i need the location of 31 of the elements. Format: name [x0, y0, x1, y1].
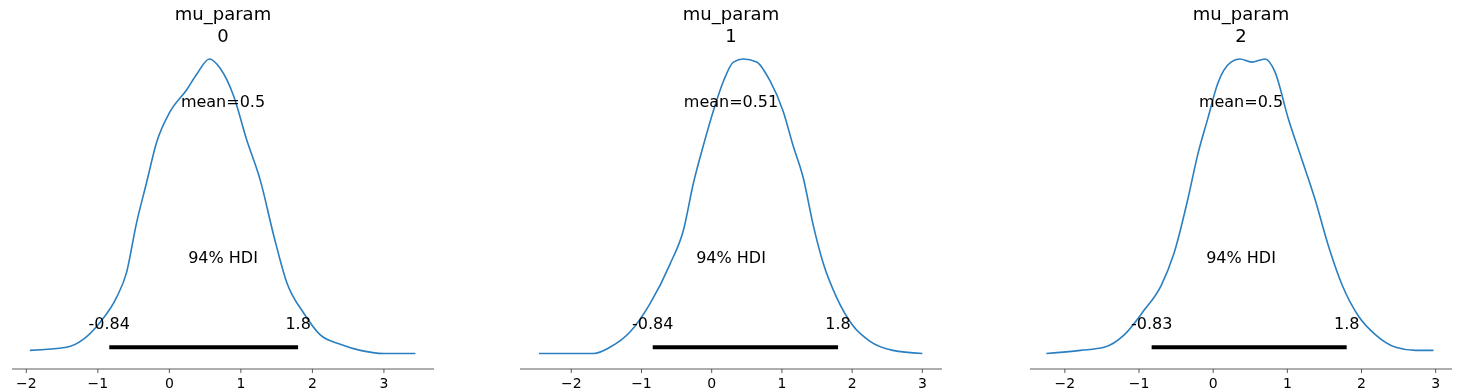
chart-subtitle: 1 — [725, 25, 737, 46]
x-tick-label: 2 — [1357, 375, 1366, 391]
chart-title: mu_param — [682, 3, 780, 25]
annotation: 1.8 — [825, 314, 851, 334]
x-tick-label: 0 — [164, 375, 174, 391]
annotation: 1.8 — [285, 314, 311, 334]
x-tick-label: −1 — [631, 375, 652, 391]
x-tick-label: 1 — [777, 375, 787, 391]
x-tick-label: −2 — [1054, 375, 1076, 391]
annotation: -0.83 — [1130, 314, 1173, 334]
x-tick-label: 3 — [917, 375, 927, 391]
x-tick-label: −1 — [1128, 375, 1150, 391]
x-tick-label: 2 — [847, 375, 857, 391]
x-tick-label: 3 — [379, 375, 389, 391]
x-tick-label: −2 — [560, 375, 582, 391]
x-tick-label: 0 — [707, 375, 717, 391]
annotation: 94% HDI — [188, 248, 258, 267]
chart-title: mu_param — [174, 3, 272, 25]
chart-subtitle: 0 — [217, 25, 229, 46]
annotation: 94% HDI — [696, 248, 766, 267]
chart-subtitle: 2 — [1235, 25, 1247, 46]
x-tick-label: 3 — [1431, 375, 1441, 391]
x-tick-label: −2 — [15, 375, 37, 391]
x-tick-label: 2 — [307, 375, 317, 391]
annotation: 94% HDI — [1206, 248, 1276, 267]
annotation: 1.8 — [1333, 314, 1360, 334]
x-tick-label: 0 — [1208, 375, 1218, 391]
chart-title: mu_param — [1192, 3, 1290, 25]
x-tick-label: 1 — [1282, 375, 1292, 391]
x-tick-label: −1 — [87, 375, 109, 391]
x-tick-label: 1 — [236, 375, 246, 391]
